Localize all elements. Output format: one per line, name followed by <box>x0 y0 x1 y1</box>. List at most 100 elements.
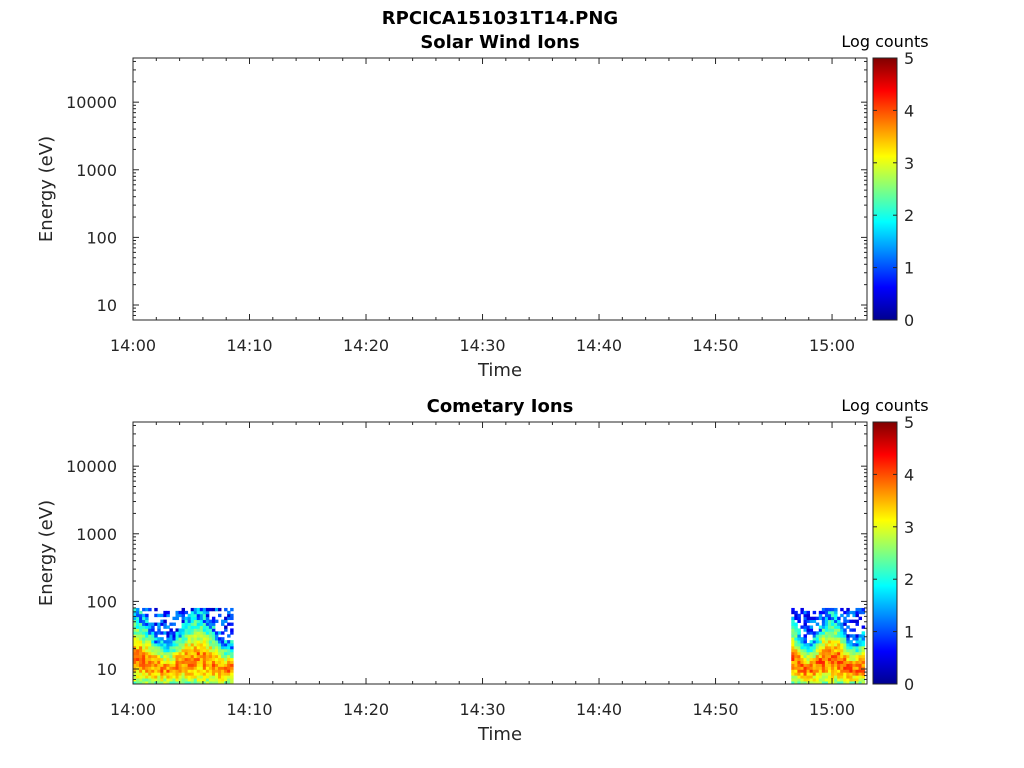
heatmap-cell <box>218 637 222 641</box>
heatmap-cell <box>809 654 814 659</box>
heatmap-cell <box>849 660 853 664</box>
heatmap-cell <box>199 648 204 653</box>
heatmap-cell <box>193 607 198 612</box>
heatmap-cell <box>827 669 832 673</box>
heatmap-cell <box>190 648 195 653</box>
heatmap-cell <box>196 654 201 659</box>
heatmap-cell <box>142 628 146 632</box>
heatmap-cell <box>840 622 844 626</box>
heatmap-cell <box>221 660 225 664</box>
heatmap-cell <box>142 660 146 664</box>
heatmap-cell <box>199 651 204 656</box>
heatmap-cell <box>190 678 195 682</box>
heatmap-cell <box>163 675 167 679</box>
heatmap-cell <box>184 681 189 685</box>
heatmap-cell <box>184 654 189 659</box>
heatmap-cell <box>199 663 204 667</box>
heatmap-cell <box>824 666 829 670</box>
heatmap-cell <box>187 663 192 667</box>
heatmap-cell <box>163 610 167 615</box>
heatmap-cell <box>193 678 198 682</box>
heatmap-cell <box>151 631 155 635</box>
heatmap-cell <box>199 654 204 659</box>
heatmap-cell <box>230 628 234 632</box>
heatmap-cell <box>818 628 823 632</box>
heatmap-cell <box>849 654 853 659</box>
heatmap-cell <box>175 654 179 659</box>
heatmap-cell <box>809 663 814 667</box>
heatmap-cell <box>846 669 850 673</box>
heatmap-cell <box>211 619 216 623</box>
heatmap-cell <box>202 669 207 673</box>
heatmap-cell <box>160 631 164 635</box>
heatmap-cell <box>797 643 801 647</box>
heatmap-cell <box>812 678 817 682</box>
heatmap-cell <box>136 660 140 664</box>
heatmap-cell <box>843 678 847 682</box>
heatmap-cell <box>797 663 801 667</box>
heatmap-cell <box>199 607 204 612</box>
heatmap-cell <box>166 643 170 647</box>
heatmap-cell <box>855 637 859 641</box>
heatmap-cell <box>145 628 149 632</box>
heatmap-cell <box>840 607 844 612</box>
heatmap-cell <box>846 654 850 659</box>
heatmap-cell <box>163 657 167 661</box>
heatmap-cell <box>193 619 198 623</box>
heatmap-cell <box>154 645 158 650</box>
heatmap-cell <box>794 625 798 629</box>
heatmap-cell <box>169 669 173 673</box>
heatmap-cell <box>178 643 182 647</box>
heatmap-cell <box>809 666 814 670</box>
heatmap-cell <box>187 672 192 676</box>
heatmap-cell <box>794 616 798 621</box>
heatmap-cell <box>794 675 798 679</box>
heatmap-cell <box>831 657 835 661</box>
heatmap-cell <box>806 663 811 667</box>
heatmap-cell <box>193 681 198 685</box>
heatmap-cell <box>205 657 210 661</box>
heatmap-cell <box>818 672 823 676</box>
heatmap-cell <box>187 640 192 644</box>
heatmap-cell <box>169 648 173 653</box>
heatmap-cell <box>154 607 158 612</box>
heatmap-cell <box>831 660 835 664</box>
heatmap-cell <box>818 681 823 685</box>
heatmap-cell <box>800 681 804 685</box>
heatmap-cell <box>145 643 149 647</box>
heatmap-cell <box>169 637 173 641</box>
heatmap-cell <box>163 622 167 626</box>
heatmap-cell <box>145 640 149 644</box>
heatmap-cell <box>797 681 801 685</box>
heatmap-cell <box>800 625 804 629</box>
heatmap-cell <box>181 619 186 623</box>
heatmap-cell <box>230 675 234 679</box>
heatmap-cell <box>196 675 201 679</box>
heatmap-cell <box>818 610 823 615</box>
heatmap-cell <box>157 645 161 650</box>
heatmap-cell <box>824 634 829 638</box>
heatmap-cell <box>157 613 161 618</box>
heatmap-cell <box>227 610 231 615</box>
heatmap-cell <box>852 628 856 632</box>
heatmap-cell <box>818 669 823 673</box>
heatmap-cell <box>818 663 823 667</box>
heatmap-cell <box>214 675 219 679</box>
heatmap-cell <box>193 625 198 629</box>
heatmap-cell <box>187 648 192 653</box>
heatmap-cell <box>205 669 210 673</box>
heatmap-cell <box>154 637 158 641</box>
heatmap-cell <box>136 666 140 670</box>
heatmap-cell <box>803 640 807 644</box>
heatmap-cell <box>160 643 164 647</box>
heatmap-cell <box>831 610 835 615</box>
heatmap-cell <box>187 616 192 621</box>
y-tick-label: 100 <box>86 592 117 611</box>
heatmap-cell <box>193 622 198 626</box>
heatmap-cell <box>861 672 866 676</box>
heatmap-cell <box>861 651 866 656</box>
heatmap-cell <box>224 657 228 661</box>
heatmap-cell <box>202 619 207 623</box>
heatmap-cell <box>852 675 856 679</box>
